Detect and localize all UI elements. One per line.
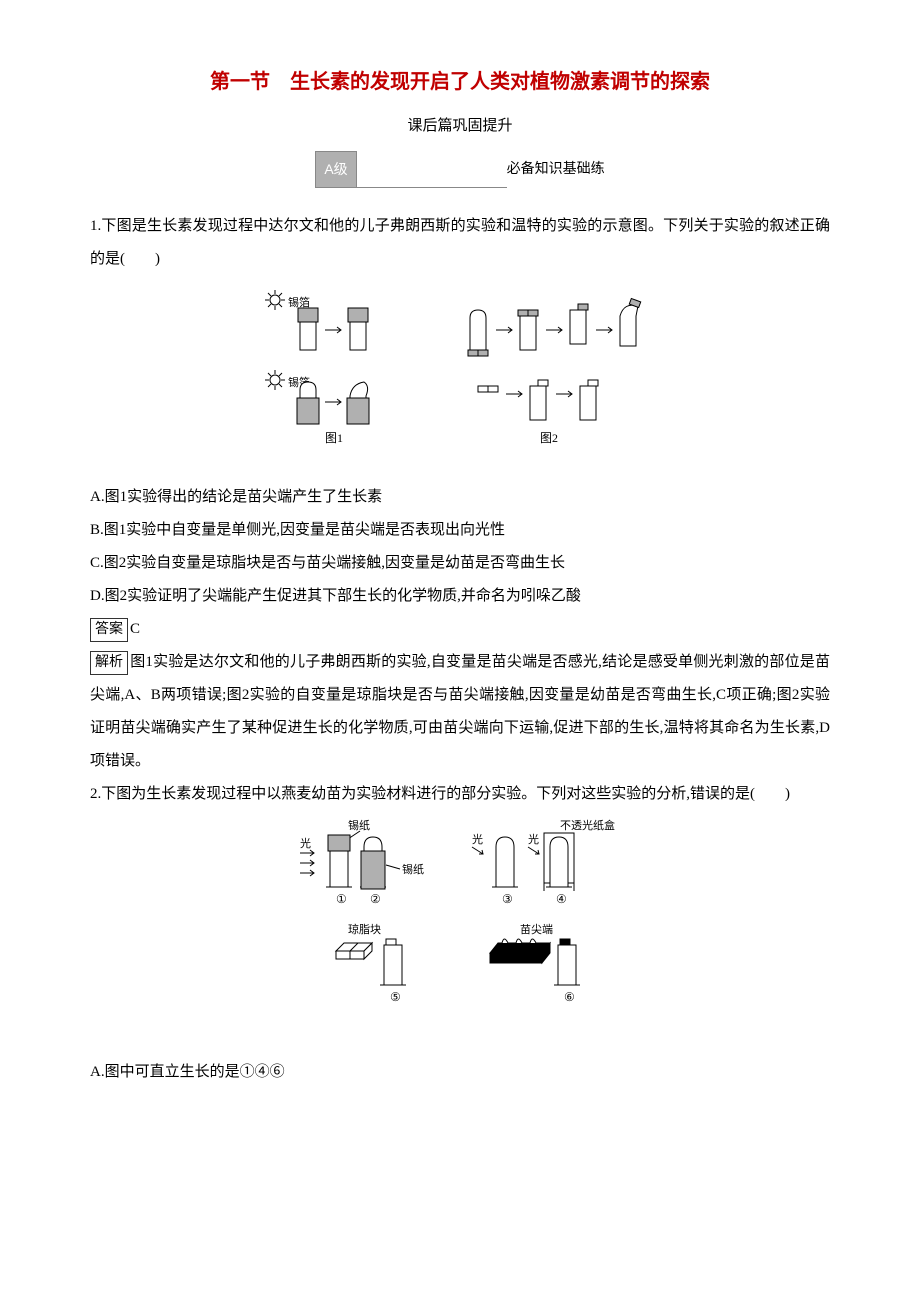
q2-n4: ④ <box>556 892 567 906</box>
q2-light-3: 光 <box>472 832 483 846</box>
q1-fig1-label: 图1 <box>325 431 343 445</box>
q1-figure: 锡箔 锡箔 图1 <box>90 282 830 475</box>
q2-n6: ⑥ <box>564 990 575 1004</box>
q1-answer: C <box>130 621 140 637</box>
q2-n2: ② <box>370 892 381 906</box>
q2-n3: ③ <box>502 892 513 906</box>
q1-stem: 1.下图是生长素发现过程中达尔文和他的儿子弗朗西斯的实验和温特的实验的示意图。下… <box>90 210 830 276</box>
level-text: 必备知识基础练 <box>507 155 605 188</box>
q2-n1: ① <box>336 892 347 906</box>
chapter-title: 第一节 生长素的发现开启了人类对植物激素调节的探索 <box>90 60 830 104</box>
q2-agar-label: 琼脂块 <box>348 922 381 936</box>
q2-opt-a: A.图中可直立生长的是①④⑥ <box>90 1056 830 1089</box>
level-row: A级 必备知识基础练 <box>90 151 830 188</box>
answer-label: 答案 <box>90 618 128 642</box>
q2-tip-label: 苗尖端 <box>520 923 553 936</box>
q1-opt-a: A.图1实验得出的结论是苗尖端产生了生长素 <box>90 481 830 514</box>
subtitle: 课后篇巩固提升 <box>90 110 830 143</box>
q1-answer-row: 答案C <box>90 613 830 646</box>
q2-n5: ⑤ <box>390 990 401 1004</box>
q1-opt-c: C.图2实验自变量是琼脂块是否与苗尖端接触,因变量是幼苗是否弯曲生长 <box>90 547 830 580</box>
q2-stem: 2.下图为生长素发现过程中以燕麦幼苗为实验材料进行的部分实验。下列对这些实验的分… <box>90 778 830 811</box>
explanation-label: 解析 <box>90 651 128 675</box>
q2-light-4: 光 <box>528 832 539 846</box>
q1-opt-d: D.图2实验证明了尖端能产生促进其下部生长的化学物质,并命名为吲哚乙酸 <box>90 580 830 613</box>
q2-light-1: 光 <box>300 836 311 850</box>
q1-explanation-row: 解析图1实验是达尔文和他的儿子弗朗西斯的实验,自变量是苗尖端是否感光,结论是感受… <box>90 646 830 778</box>
q2-foil-label-side: 锡纸 <box>402 862 424 876</box>
q2-opaque-label: 不透光纸盒 <box>560 818 615 832</box>
q1-fig2-label: 图2 <box>540 431 558 445</box>
level-badge: A级 <box>315 151 356 188</box>
q1-foil-label-1: 锡箔 <box>288 295 310 309</box>
q2-foil-label-top: 锡纸 <box>348 818 370 832</box>
q1-opt-b: B.图1实验中自变量是单侧光,因变量是苗尖端是否表现出向光性 <box>90 514 830 547</box>
q1-explanation: 图1实验是达尔文和他的儿子弗朗西斯的实验,自变量是苗尖端是否感光,结论是感受单侧… <box>90 654 830 769</box>
level-line <box>357 169 507 188</box>
q2-figure: 锡纸 光 锡纸 ① ② 不透光纸盒 光 光 ③ ④ 琼脂块 ⑤ 苗尖端 <box>90 817 830 1050</box>
